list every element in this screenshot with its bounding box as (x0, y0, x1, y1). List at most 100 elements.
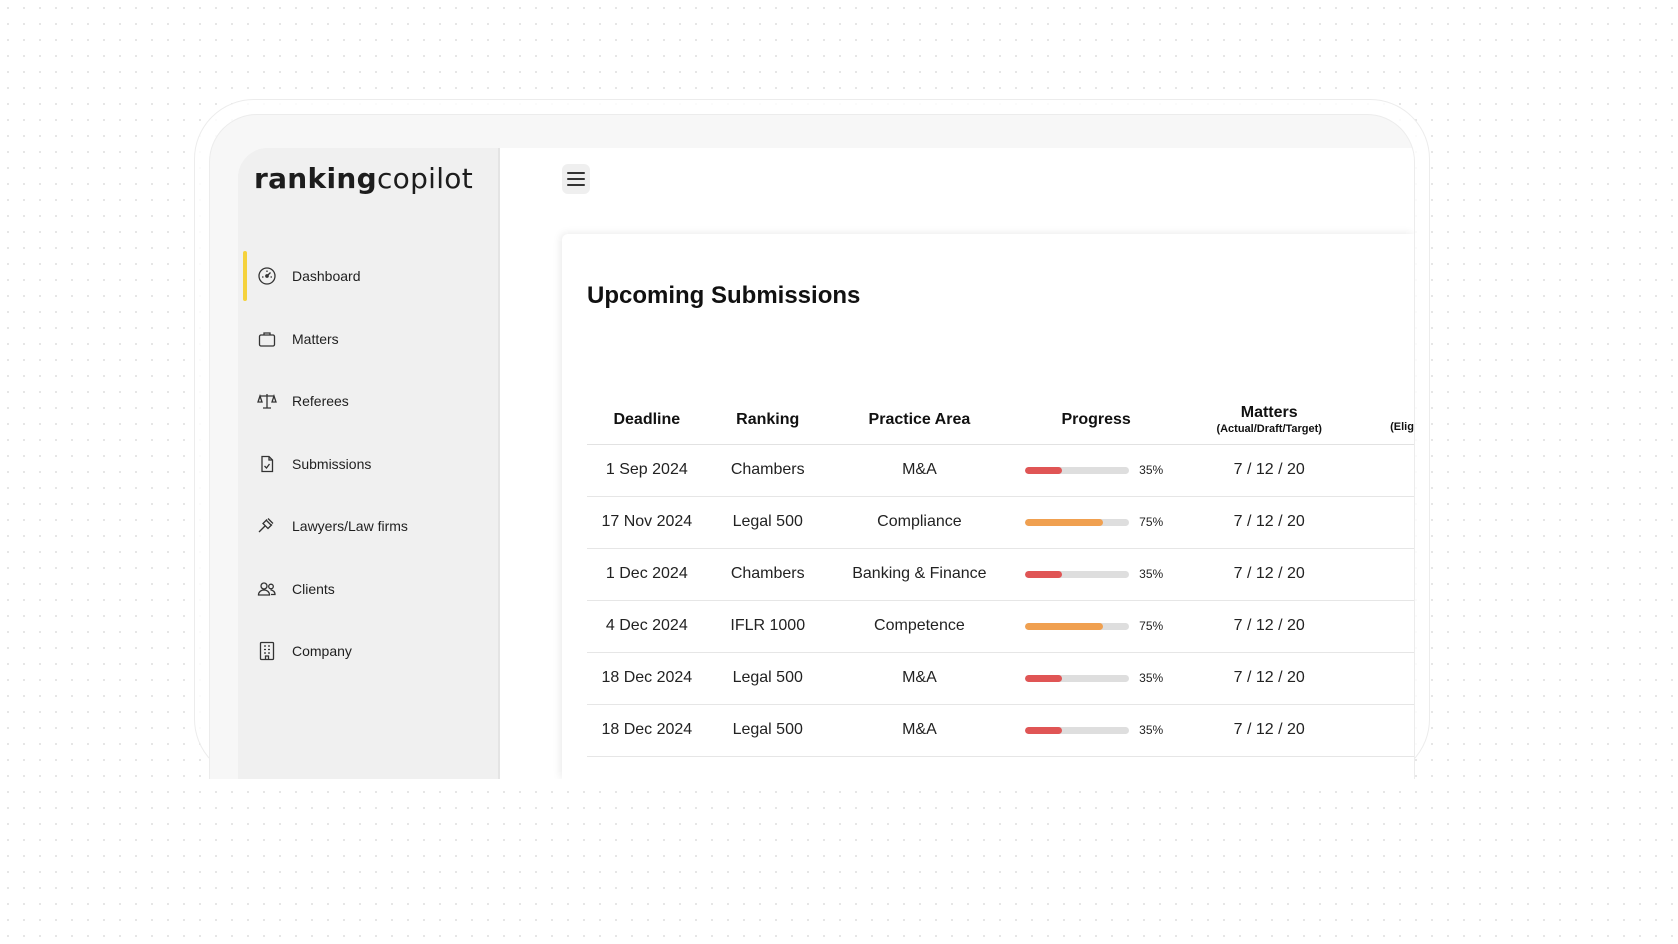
table-row[interactable]: 1 Dec 2024 Chambers Banking & Finance 35% 7 … (587, 548, 1414, 601)
progress-indicator: 75% (1010, 619, 1182, 633)
eligibility-cell (1356, 600, 1414, 653)
ranking-cell: Chambers (706, 444, 829, 497)
eligibility-cell (1356, 496, 1414, 549)
column-header-deadline[interactable]: Deadline (587, 396, 707, 445)
table-body: 1 Sep 2024 Chambers M&A 35% 7 / 12 / 20 17 No… (587, 444, 1414, 757)
progress-cell: 35% (1009, 652, 1183, 705)
app-screen: rankingcopilot Dashboard Matters (238, 148, 1414, 779)
sidebar-nav: Dashboard Matters Referees (238, 251, 498, 689)
menu-button[interactable] (562, 164, 590, 194)
submissions-table: Deadline Ranking Practice Area Progress … (587, 396, 1414, 757)
column-header-ranking[interactable]: Ranking (706, 396, 829, 445)
progress-cell: 35% (1009, 444, 1183, 497)
eligibility-cell (1356, 548, 1414, 601)
table-row[interactable]: 18 Dec 2024 Legal 500 M&A 35% 7 / 12 / 20 (587, 652, 1414, 705)
deadline-cell: 1 Dec 2024 (587, 548, 707, 601)
sidebar-item-matters[interactable]: Matters (238, 314, 498, 364)
main-content: Upcoming Submissions Deadline Ranking Pr… (500, 148, 1414, 779)
matters-cell: 7 / 12 / 20 (1182, 548, 1357, 601)
progress-percent: 35% (1139, 463, 1164, 477)
practice-area-cell: Competence (828, 600, 1010, 653)
progress-bar (1025, 726, 1130, 734)
progress-bar (1025, 570, 1130, 578)
logo-light-text: copilot (376, 162, 474, 195)
sidebar-item-dashboard[interactable]: Dashboard (238, 251, 498, 301)
scales-icon (257, 391, 277, 411)
document-icon (257, 454, 277, 474)
menu-icon-line (567, 178, 585, 180)
sidebar-item-label: Matters (292, 330, 339, 347)
sidebar: rankingcopilot Dashboard Matters (238, 148, 500, 779)
progress-bar (1025, 622, 1130, 630)
ranking-cell: Legal 500 (706, 652, 829, 705)
deadline-cell: 17 Nov 2024 (587, 496, 707, 549)
progress-cell: 75% (1009, 600, 1183, 653)
progress-bar-fill (1025, 622, 1104, 630)
practice-area-cell: Banking & Finance (828, 548, 1010, 601)
progress-percent: 35% (1139, 567, 1164, 581)
progress-bar-fill (1025, 570, 1062, 578)
ranking-cell: Legal 500 (706, 704, 829, 757)
progress-percent: 75% (1139, 619, 1164, 633)
sidebar-item-label: Lawyers/Law firms (292, 518, 408, 534)
progress-bar (1025, 518, 1130, 526)
sidebar-item-label: Submissions (292, 455, 372, 472)
progress-bar-fill (1025, 518, 1104, 526)
deadline-cell: 18 Dec 2024 (587, 704, 707, 757)
sidebar-item-label: Dashboard (292, 268, 361, 284)
matters-cell: 7 / 12 / 20 (1182, 704, 1357, 757)
table-row[interactable]: 4 Dec 2024 IFLR 1000 Competence 75% 7 / 12 /… (587, 600, 1414, 653)
eligibility-cell (1356, 652, 1414, 705)
app-logo[interactable]: rankingcopilot (254, 162, 473, 195)
table-row[interactable]: 18 Dec 2024 Legal 500 M&A 35% 7 / 12 / 20 (587, 704, 1414, 757)
column-header-eligibility[interactable]: (Elig (1356, 396, 1414, 445)
deadline-cell: 4 Dec 2024 (587, 600, 707, 653)
matters-cell: 7 / 12 / 20 (1182, 600, 1357, 653)
practice-area-cell: M&A (828, 652, 1010, 705)
practice-area-cell: Compliance (828, 496, 1010, 549)
progress-cell: 35% (1009, 548, 1183, 601)
gavel-icon (257, 516, 277, 536)
progress-indicator: 35% (1010, 463, 1182, 477)
progress-bar (1025, 466, 1130, 474)
deadline-cell: 1 Sep 2024 (587, 444, 707, 497)
column-header-matters[interactable]: Matters (Actual/Draft/Target) (1182, 396, 1357, 445)
dashboard-icon (257, 266, 277, 286)
matters-header-sublabel: (Actual/Draft/Target) (1216, 423, 1322, 436)
menu-icon-line (567, 184, 585, 186)
progress-percent: 75% (1139, 515, 1164, 529)
sidebar-item-lawyers[interactable]: Lawyers/Law firms (238, 501, 498, 551)
eligibility-cell (1356, 704, 1414, 757)
device-frame: rankingcopilot Dashboard Matters (209, 114, 1415, 779)
eligibility-cell (1356, 444, 1414, 497)
table-header-row: Deadline Ranking Practice Area Progress … (587, 396, 1414, 445)
table-row[interactable]: 1 Sep 2024 Chambers M&A 35% 7 / 12 / 20 (587, 444, 1414, 497)
progress-cell: 75% (1009, 496, 1183, 549)
ranking-cell: IFLR 1000 (706, 600, 829, 653)
deadline-cell: 18 Dec 2024 (587, 652, 707, 705)
sidebar-item-label: Referees (292, 393, 349, 409)
matters-cell: 7 / 12 / 20 (1182, 496, 1357, 549)
column-header-practice-area[interactable]: Practice Area (828, 396, 1010, 445)
briefcase-icon (257, 329, 277, 349)
sidebar-item-label: Company (292, 643, 352, 659)
ranking-cell: Legal 500 (706, 496, 829, 549)
menu-icon (567, 172, 585, 174)
upcoming-submissions-card: Upcoming Submissions Deadline Ranking Pr… (562, 234, 1414, 779)
practice-area-cell: M&A (828, 444, 1010, 497)
sidebar-item-submissions[interactable]: Submissions (238, 439, 498, 489)
progress-bar-fill (1025, 674, 1062, 682)
matters-header-label: Matters (1240, 404, 1298, 422)
progress-bar-fill (1025, 726, 1062, 734)
sidebar-item-clients[interactable]: Clients (238, 564, 498, 614)
logo-bold-text: ranking (254, 162, 377, 195)
building-icon (257, 641, 277, 661)
progress-bar (1025, 674, 1130, 682)
matters-cell: 7 / 12 / 20 (1182, 444, 1357, 497)
progress-cell: 35% (1009, 704, 1183, 757)
progress-indicator: 75% (1010, 515, 1182, 529)
sidebar-item-company[interactable]: Company (238, 626, 498, 676)
table-row[interactable]: 17 Nov 2024 Legal 500 Compliance 75% 7 / 12 … (587, 496, 1414, 549)
column-header-progress[interactable]: Progress (1009, 396, 1183, 445)
sidebar-item-referees[interactable]: Referees (238, 376, 498, 426)
